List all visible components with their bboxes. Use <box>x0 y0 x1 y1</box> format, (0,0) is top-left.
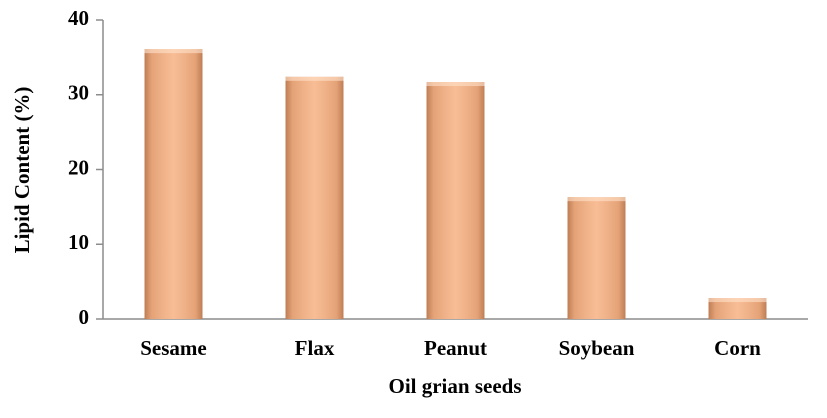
y-tick-label: 10 <box>68 230 89 254</box>
y-tick-label: 40 <box>68 6 89 30</box>
x-tick-label: Corn <box>714 336 761 360</box>
x-tick-label: Sesame <box>140 336 207 360</box>
bar-shading <box>567 197 626 319</box>
x-tick-label: Peanut <box>424 336 487 360</box>
bar-shading <box>708 298 767 319</box>
bar-cap <box>144 49 203 54</box>
y-axis-title: Lipid Content (%) <box>10 87 34 254</box>
bar-cap <box>426 82 485 87</box>
bar-shading <box>426 82 485 319</box>
bar-shading <box>285 76 344 319</box>
y-tick-label: 30 <box>68 81 89 105</box>
bar-shading <box>144 49 203 320</box>
x-tick-label: Soybean <box>559 336 635 360</box>
x-tick-label: Flax <box>295 336 335 360</box>
x-axis-title: Oil grian seeds <box>388 374 521 398</box>
y-tick-label: 20 <box>68 155 89 179</box>
y-tick-label: 0 <box>79 305 90 329</box>
bar-cap <box>285 76 344 81</box>
bar-cap <box>708 298 767 303</box>
bar-cap <box>567 197 626 202</box>
